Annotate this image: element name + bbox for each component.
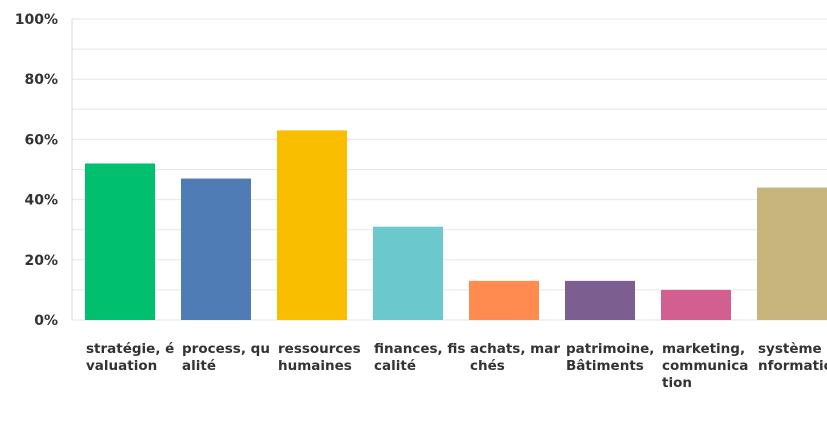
bar[interactable] <box>661 289 731 320</box>
x-category-label: patrimoine, Bâtiments <box>566 341 655 374</box>
y-tick-label: 80% <box>24 72 58 88</box>
x-category-label: finances, fiscalité <box>374 341 466 374</box>
x-category-label: process, qualité <box>182 341 270 374</box>
bar[interactable] <box>277 130 347 320</box>
y-tick-label: 40% <box>24 193 58 209</box>
x-category-label: ressources humaines <box>278 341 361 374</box>
y-tick-label: 100% <box>15 12 58 28</box>
bar[interactable] <box>469 280 539 320</box>
bar[interactable] <box>181 178 251 320</box>
y-tick-label: 20% <box>24 253 58 269</box>
x-category-label: achats, marchés <box>470 341 560 374</box>
y-tick-label: 60% <box>24 132 58 148</box>
bar[interactable] <box>373 226 443 320</box>
x-category-label: système d’information <box>758 341 827 374</box>
x-category-label: marketing, communication <box>662 341 749 391</box>
bar[interactable] <box>565 280 635 320</box>
bar[interactable] <box>85 163 155 320</box>
y-tick-label: 0% <box>34 313 58 329</box>
x-category-label: stratégie, évaluation <box>86 341 175 374</box>
bar[interactable] <box>757 187 827 320</box>
